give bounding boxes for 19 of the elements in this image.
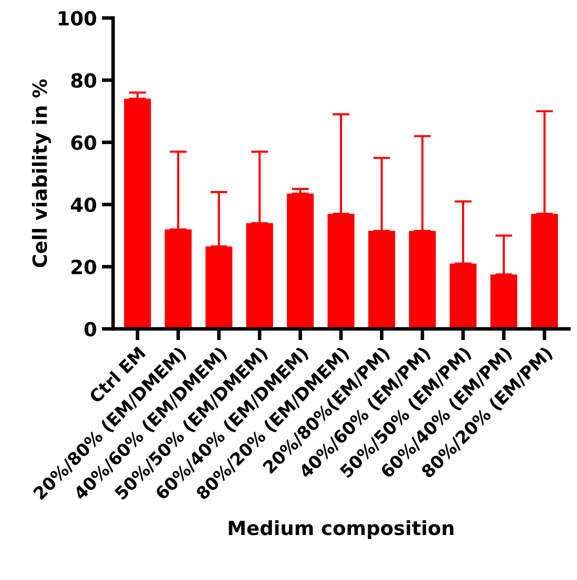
bar bbox=[368, 230, 396, 329]
bar bbox=[531, 214, 558, 329]
y-axis-title: Cell viability in % bbox=[32, 79, 51, 268]
y-tick-label: 80 bbox=[71, 73, 96, 88]
bar bbox=[490, 274, 518, 329]
y-tick-label: 20 bbox=[72, 260, 96, 274]
y-tick-label: 0 bbox=[84, 322, 96, 337]
y-tick-label: 100 bbox=[58, 10, 96, 26]
bar bbox=[450, 264, 477, 329]
bar bbox=[328, 214, 354, 329]
x-axis-title: Medium composition bbox=[228, 520, 454, 540]
bar bbox=[205, 246, 232, 329]
y-tick-label: 40 bbox=[70, 197, 96, 212]
bar bbox=[164, 229, 192, 329]
y-tick-label: 60 bbox=[71, 135, 96, 150]
bar bbox=[246, 223, 274, 329]
bar bbox=[124, 98, 151, 329]
bar bbox=[408, 230, 436, 329]
bar bbox=[286, 194, 314, 329]
